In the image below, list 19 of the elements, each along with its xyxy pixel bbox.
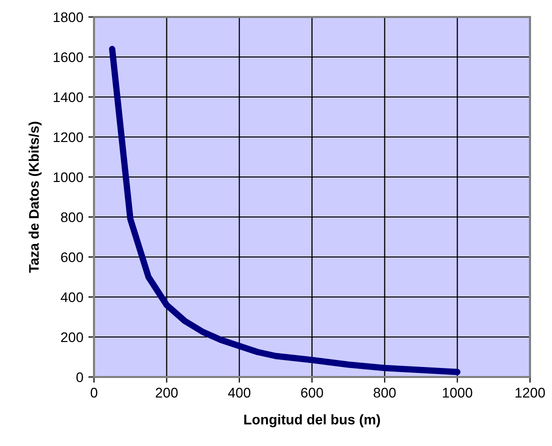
y-tick-label: 800 bbox=[61, 212, 84, 222]
x-axis-title: Longitud del bus (m) bbox=[244, 414, 380, 428]
x-tick-label: 600 bbox=[301, 388, 324, 398]
x-tick-label: 1000 bbox=[442, 388, 472, 398]
x-tick-label: 1200 bbox=[516, 388, 545, 398]
y-tick-label: 0 bbox=[76, 372, 84, 382]
y-tick-label: 200 bbox=[61, 332, 84, 342]
y-tick-label: 1800 bbox=[54, 12, 84, 22]
x-tick-label: 0 bbox=[90, 388, 98, 398]
y-tick-label: 1200 bbox=[54, 132, 84, 142]
y-axis-title: Taza de Datos (Kbits/s) bbox=[28, 122, 42, 273]
y-tick-label: 1400 bbox=[54, 92, 84, 102]
x-tick-label: 200 bbox=[156, 388, 178, 398]
y-tick-label: 1600 bbox=[54, 52, 84, 62]
x-tick-label: 400 bbox=[228, 388, 250, 398]
y-tick-label: 600 bbox=[61, 252, 84, 262]
y-tick-label: 400 bbox=[60, 292, 84, 302]
y-tick-label: 1000 bbox=[54, 172, 84, 182]
x-tick-label: 800 bbox=[374, 388, 396, 398]
